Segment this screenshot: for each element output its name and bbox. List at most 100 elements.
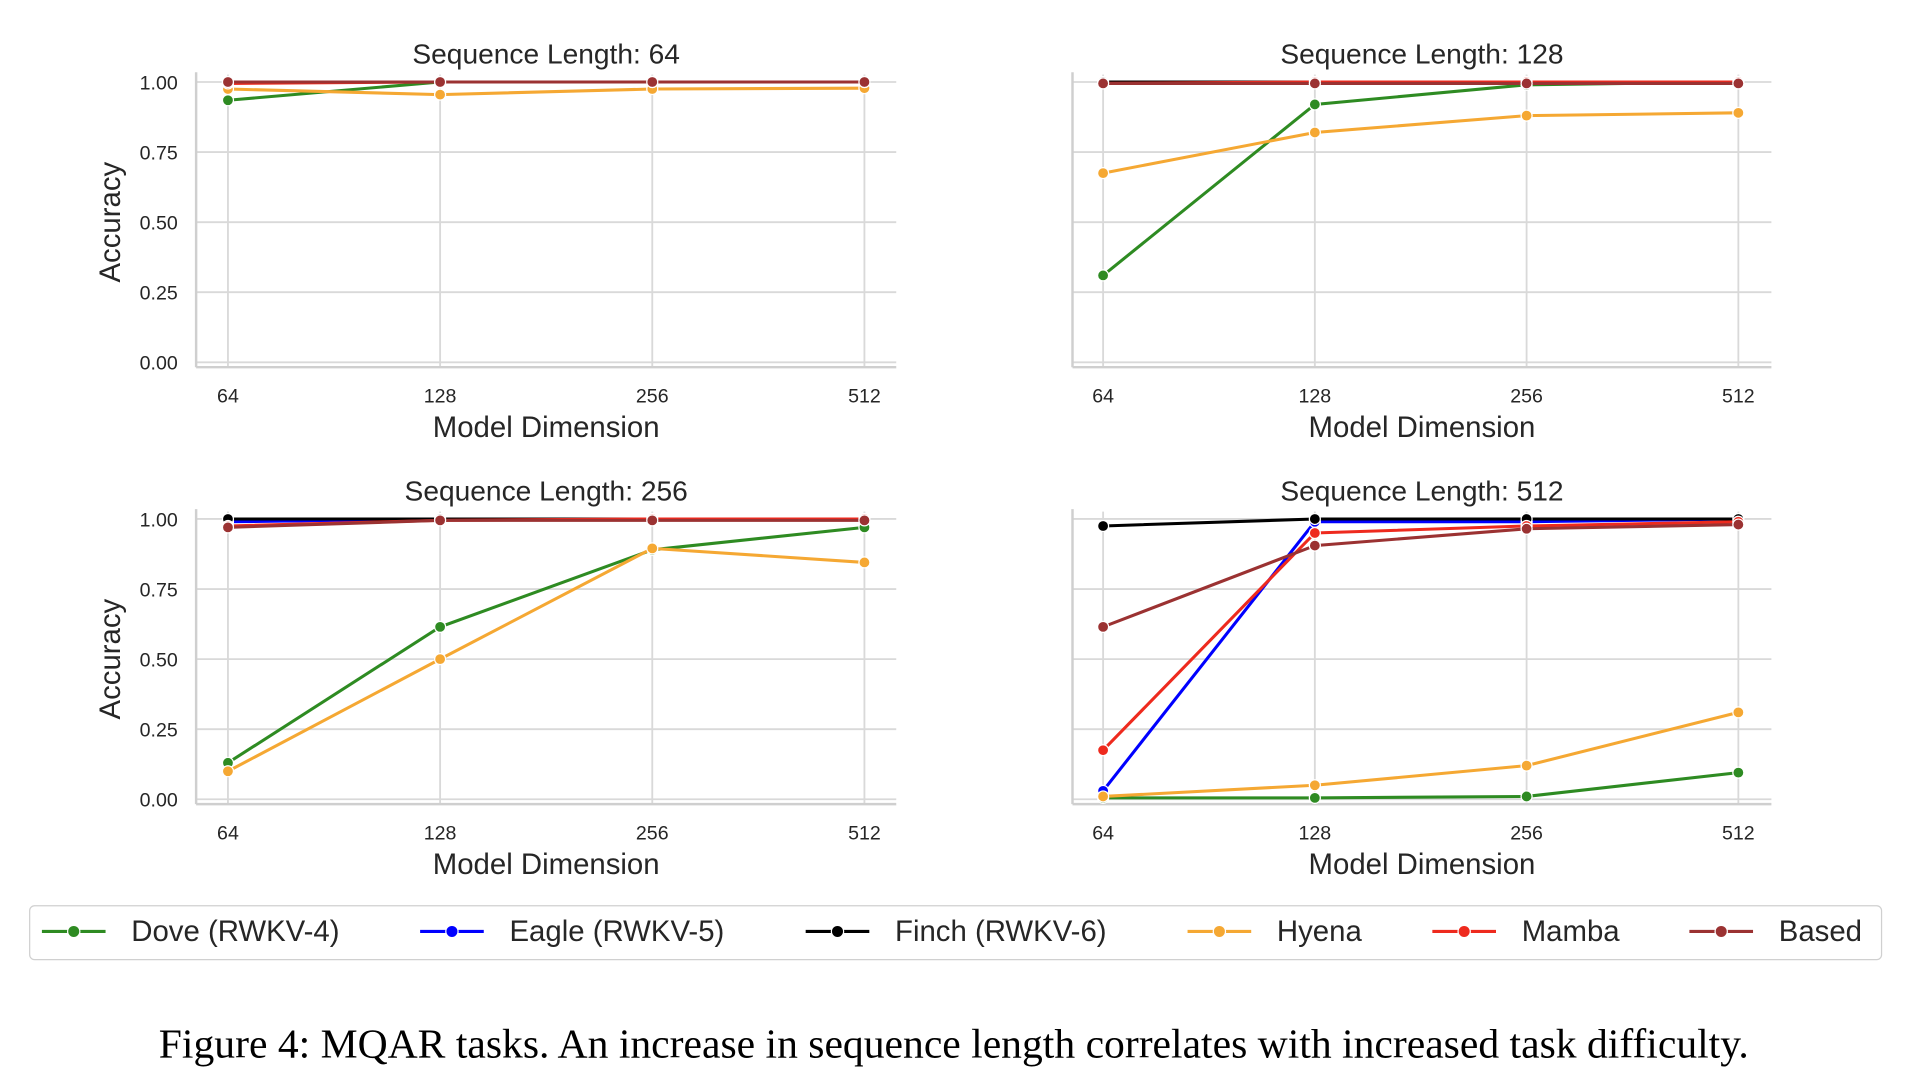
y-axis-label: Accuracy [94, 161, 127, 282]
data-point [1520, 759, 1533, 772]
data-point [1520, 522, 1533, 535]
data-point [1096, 620, 1110, 634]
x-tick-label: 512 [1722, 823, 1755, 845]
data-point [1520, 77, 1533, 90]
data-point [1096, 269, 1110, 282]
data-point [1520, 109, 1533, 122]
x-tick-label: 64 [1092, 386, 1114, 408]
data-point [1308, 98, 1321, 111]
data-point [1732, 766, 1745, 779]
data-point [1308, 512, 1321, 526]
data-point [858, 75, 871, 89]
data-point [221, 765, 235, 778]
legend-label: Based [1779, 915, 1862, 948]
legend-marker [67, 924, 81, 939]
y-tick-label: 0.25 [140, 720, 178, 742]
figure-caption: Figure 4: MQAR tasks. An increase in seq… [159, 1022, 1749, 1068]
data-point [1732, 706, 1745, 719]
data-point [1308, 126, 1321, 139]
data-point [433, 88, 447, 101]
y-tick-label: 0.50 [140, 212, 178, 234]
x-tick-label: 64 [217, 386, 239, 408]
data-point [1308, 791, 1321, 804]
data-point [1732, 106, 1745, 119]
subplot-3: Sequence Length: 256 64 128 256 512 0.00 0.25 0… [94, 476, 897, 881]
legend-marker [830, 924, 845, 939]
data-point [1308, 539, 1321, 552]
data-point [1308, 526, 1321, 540]
x-tick-label: 128 [1299, 823, 1332, 845]
x-tick-label: 64 [1092, 823, 1114, 845]
panels: Sequence Length: 64 64 128 256 512 0.00 0.25 0.… [94, 39, 1772, 881]
data-point [1096, 790, 1110, 803]
data-point [1096, 77, 1110, 90]
data-point [646, 75, 659, 89]
legend-item: Finch (RWKV-6) [805, 915, 1107, 948]
data-point [433, 620, 447, 634]
y-tick-label: 0.00 [140, 353, 178, 375]
data-point [1732, 518, 1745, 531]
legend-marker [1457, 924, 1471, 939]
legend-marker [1212, 924, 1227, 939]
y-tick-label: 0.25 [140, 283, 178, 305]
x-tick-label: 256 [1510, 386, 1543, 408]
y-axis-label: Accuracy [94, 598, 127, 719]
data-point [433, 652, 447, 666]
subplot-2: Sequence Length: 128 64 128 256 512 Model Dim… [1071, 39, 1772, 444]
data-point [646, 514, 659, 527]
subplot-title: Sequence Length: 64 [412, 39, 680, 70]
series-hyena [1096, 706, 1745, 803]
data-point [221, 94, 235, 107]
data-point [1308, 779, 1321, 792]
subplot-title: Sequence Length: 128 [1280, 39, 1563, 70]
legend-item: Dove (RWKV-4) [41, 915, 340, 948]
legend-marker [1714, 924, 1728, 939]
series-based [1096, 77, 1745, 90]
x-tick-label: 512 [848, 386, 881, 408]
series-line [227, 546, 865, 773]
x-axis-label: Model Dimension [1309, 848, 1536, 881]
x-tick-label: 256 [636, 386, 669, 408]
data-point [221, 521, 235, 534]
subplot-1: Sequence Length: 64 64 128 256 512 0.00 0.25 0.… [94, 39, 897, 444]
x-axis-label: Model Dimension [433, 848, 660, 881]
series-dove-rwkv-4 [221, 521, 871, 769]
legend-item: Mamba [1432, 915, 1620, 948]
series-line [1102, 111, 1739, 175]
x-tick-label: 64 [217, 823, 239, 845]
series-hyena [221, 82, 871, 101]
legend-box [29, 905, 1883, 961]
legend-item: Based [1689, 915, 1862, 948]
data-point [433, 514, 447, 527]
series-line [1103, 517, 1739, 528]
data-point [1732, 77, 1745, 90]
x-tick-label: 512 [848, 823, 881, 845]
series-line [227, 525, 865, 765]
series-based [221, 514, 871, 534]
series-mamba [1096, 515, 1745, 757]
data-point [858, 556, 871, 569]
x-tick-label: 256 [636, 823, 669, 845]
x-tick-label: 128 [424, 386, 457, 408]
legend: Dove (RWKV-4) Eagle (RWKV-5) Finch (RWKV-6… [29, 905, 1883, 961]
legend-label: Hyena [1277, 915, 1363, 948]
y-tick-label: 0.00 [140, 790, 178, 812]
legend-item: Hyena [1187, 915, 1363, 948]
y-tick-label: 0.50 [140, 649, 178, 671]
x-tick-label: 256 [1510, 823, 1543, 845]
y-tick-label: 0.75 [140, 142, 178, 164]
series-hyena [221, 542, 871, 778]
subplot-title: Sequence Length: 256 [405, 476, 688, 507]
series-based [1096, 518, 1745, 634]
x-tick-label: 128 [1299, 386, 1332, 408]
legend-label: Mamba [1522, 915, 1621, 948]
series-line [1103, 710, 1739, 798]
legend-marker [445, 924, 459, 939]
x-tick-label: 512 [1722, 386, 1755, 408]
data-point [1520, 790, 1533, 803]
data-point [1096, 166, 1110, 180]
series-line [227, 86, 865, 97]
subplot-title: Sequence Length: 512 [1280, 476, 1563, 507]
data-point [1308, 77, 1321, 90]
data-point [1096, 744, 1110, 757]
